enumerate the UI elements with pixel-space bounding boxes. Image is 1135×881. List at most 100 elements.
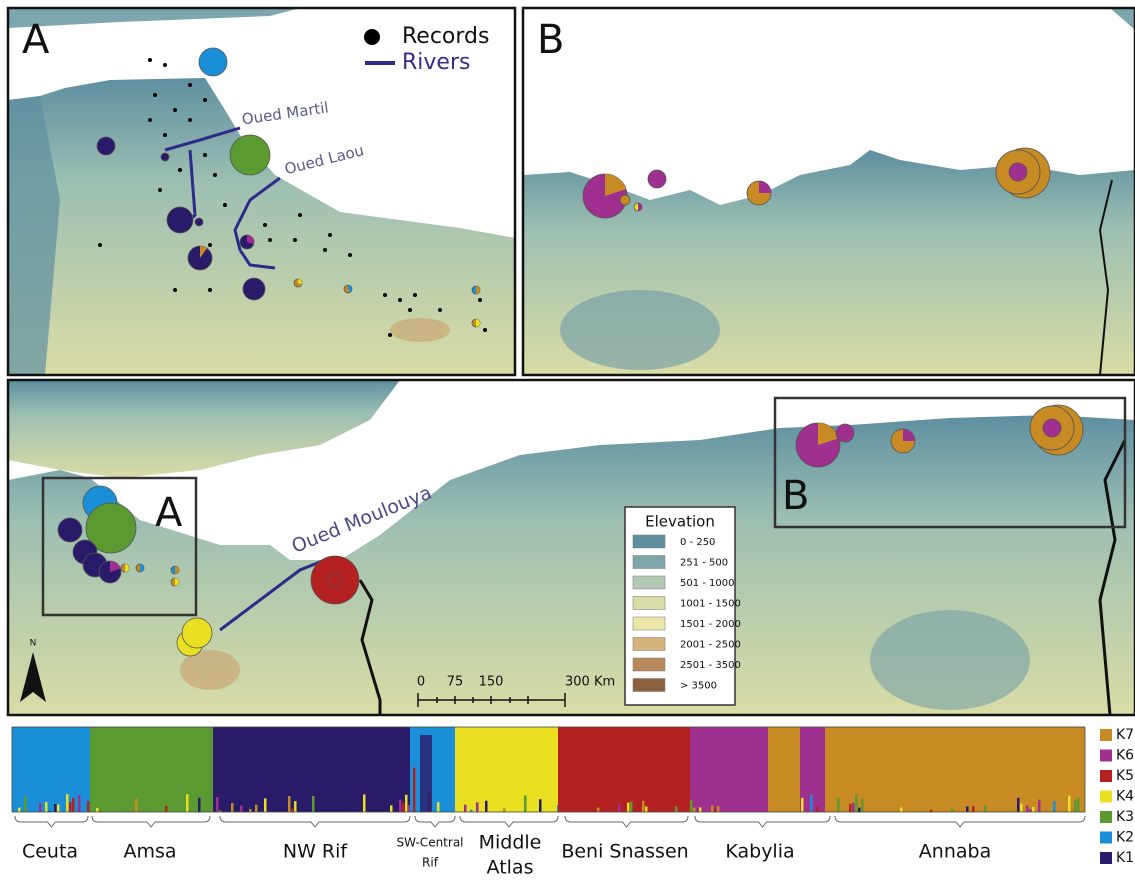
population-label: Amsa — [123, 841, 176, 863]
admixture — [312, 796, 315, 812]
admixture — [1020, 804, 1023, 812]
admixture — [437, 802, 440, 812]
cluster-swatch — [1100, 729, 1112, 741]
admixture — [717, 806, 720, 812]
elevation-swatch — [633, 658, 665, 671]
elevation-swatch — [633, 617, 665, 630]
record-dot — [208, 243, 212, 247]
admixture — [69, 802, 72, 812]
admixture — [966, 806, 969, 812]
admixture — [420, 735, 432, 812]
population-label: Ceuta — [22, 841, 78, 863]
admixture — [165, 806, 168, 812]
admixture — [1053, 801, 1056, 812]
admixture — [45, 802, 48, 812]
admixture — [630, 801, 633, 812]
population-label: Kabylia — [725, 841, 794, 863]
record-dot — [323, 248, 327, 252]
site-pie — [328, 573, 342, 587]
legend-dot — [364, 29, 380, 45]
admixture — [984, 806, 987, 812]
record-dot — [208, 288, 212, 292]
cluster-name: K5 — [1116, 768, 1134, 784]
admixture — [852, 803, 855, 812]
site-pie — [97, 137, 115, 155]
record-dot — [263, 223, 267, 227]
admixture — [198, 798, 201, 812]
record-dot — [268, 238, 272, 242]
population-labels: CeutaAmsaNW RifSW-CentralRifMiddleAtlasB… — [15, 816, 1085, 879]
admixture — [1026, 806, 1029, 812]
population-label: Atlas — [487, 857, 534, 879]
admixture — [78, 795, 81, 812]
bracket — [460, 816, 558, 827]
admixture — [810, 795, 813, 812]
bracket — [565, 816, 688, 827]
cluster-block — [690, 727, 825, 812]
record-dot — [348, 253, 352, 257]
cluster-swatch — [1100, 832, 1112, 844]
record-dot — [298, 213, 302, 217]
admixture — [249, 809, 252, 812]
admixture — [503, 808, 506, 812]
cluster-block — [90, 727, 213, 812]
panel-label: A — [22, 17, 50, 63]
elevation-class: 1501 - 2000 — [680, 619, 741, 630]
north-label: N — [30, 639, 37, 649]
cluster-swatch — [1100, 852, 1112, 864]
panel-label: B — [537, 17, 564, 63]
bracket — [415, 816, 455, 827]
admixture — [1077, 798, 1080, 812]
site-pie — [836, 424, 854, 442]
admixture — [1074, 801, 1077, 812]
site-pie — [161, 153, 169, 161]
elevation-class: 2501 - 3500 — [680, 660, 741, 671]
scale-label: 0 — [417, 675, 425, 690]
site-pie — [58, 518, 82, 542]
admixture — [485, 801, 488, 812]
elevation-class: 1001 - 1500 — [680, 599, 741, 610]
admixture — [476, 802, 479, 812]
legend-rivers: Rivers — [402, 50, 470, 75]
admixture — [405, 795, 408, 812]
admixture — [255, 805, 258, 812]
cluster-block — [825, 727, 1085, 812]
record-dot — [153, 93, 157, 97]
cluster-name: K7 — [1116, 727, 1134, 743]
record-dot — [398, 298, 402, 302]
cluster-name: K3 — [1116, 809, 1134, 825]
admixture — [855, 794, 858, 812]
admixture — [72, 798, 75, 812]
admixture — [96, 808, 99, 812]
elevation-swatch — [633, 638, 665, 651]
admixture — [951, 809, 954, 812]
cluster-swatch — [1100, 811, 1112, 823]
admixture — [1032, 807, 1035, 812]
admixture — [402, 803, 405, 812]
admixture — [618, 804, 621, 812]
admixture — [642, 801, 645, 812]
overview-map — [8, 380, 1135, 715]
record-dot — [163, 133, 167, 137]
population-label: Rif — [422, 856, 439, 870]
admixture — [288, 796, 291, 812]
cluster-name: K2 — [1116, 830, 1134, 846]
structure-plot — [12, 727, 1085, 812]
admixture — [216, 797, 219, 812]
admixture — [861, 799, 864, 812]
admixture — [264, 798, 267, 812]
admixture — [186, 794, 189, 812]
admixture — [464, 805, 467, 812]
record-dot — [148, 58, 152, 62]
site-pie — [243, 278, 265, 300]
record-dot — [293, 238, 297, 242]
admixture — [57, 804, 60, 812]
record-dot — [203, 153, 207, 157]
admixture — [816, 807, 819, 812]
cluster-swatch — [1100, 750, 1112, 762]
elevation-swatch — [633, 597, 665, 610]
admixture — [1068, 796, 1071, 812]
record-dot — [158, 188, 162, 192]
admixture — [900, 807, 903, 812]
figure: A Records Rivers Oued Martil Oued Laou B… — [0, 0, 1135, 881]
